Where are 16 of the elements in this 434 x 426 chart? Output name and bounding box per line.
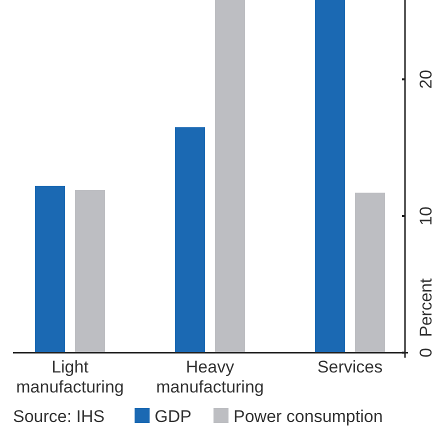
y-tick-label: 0 — [416, 348, 434, 358]
y-tick-label: 10 — [416, 206, 434, 226]
source-note: Source: IHS — [13, 407, 105, 426]
y-axis-title: Percent — [416, 278, 434, 337]
x-tick-label: Services — [317, 358, 383, 377]
x-tick-label: Light manufacturing — [16, 358, 124, 397]
legend-label: Power consumption — [234, 407, 383, 426]
bar — [355, 192, 385, 353]
y-tick-label: 20 — [416, 70, 434, 89]
bar — [315, 0, 345, 353]
bar — [215, 0, 245, 353]
bar — [175, 127, 205, 353]
legend-label: GDP — [154, 407, 192, 426]
bar — [75, 190, 105, 353]
x-tick-label: Heavy manufacturing — [156, 358, 264, 397]
bar — [35, 186, 65, 353]
